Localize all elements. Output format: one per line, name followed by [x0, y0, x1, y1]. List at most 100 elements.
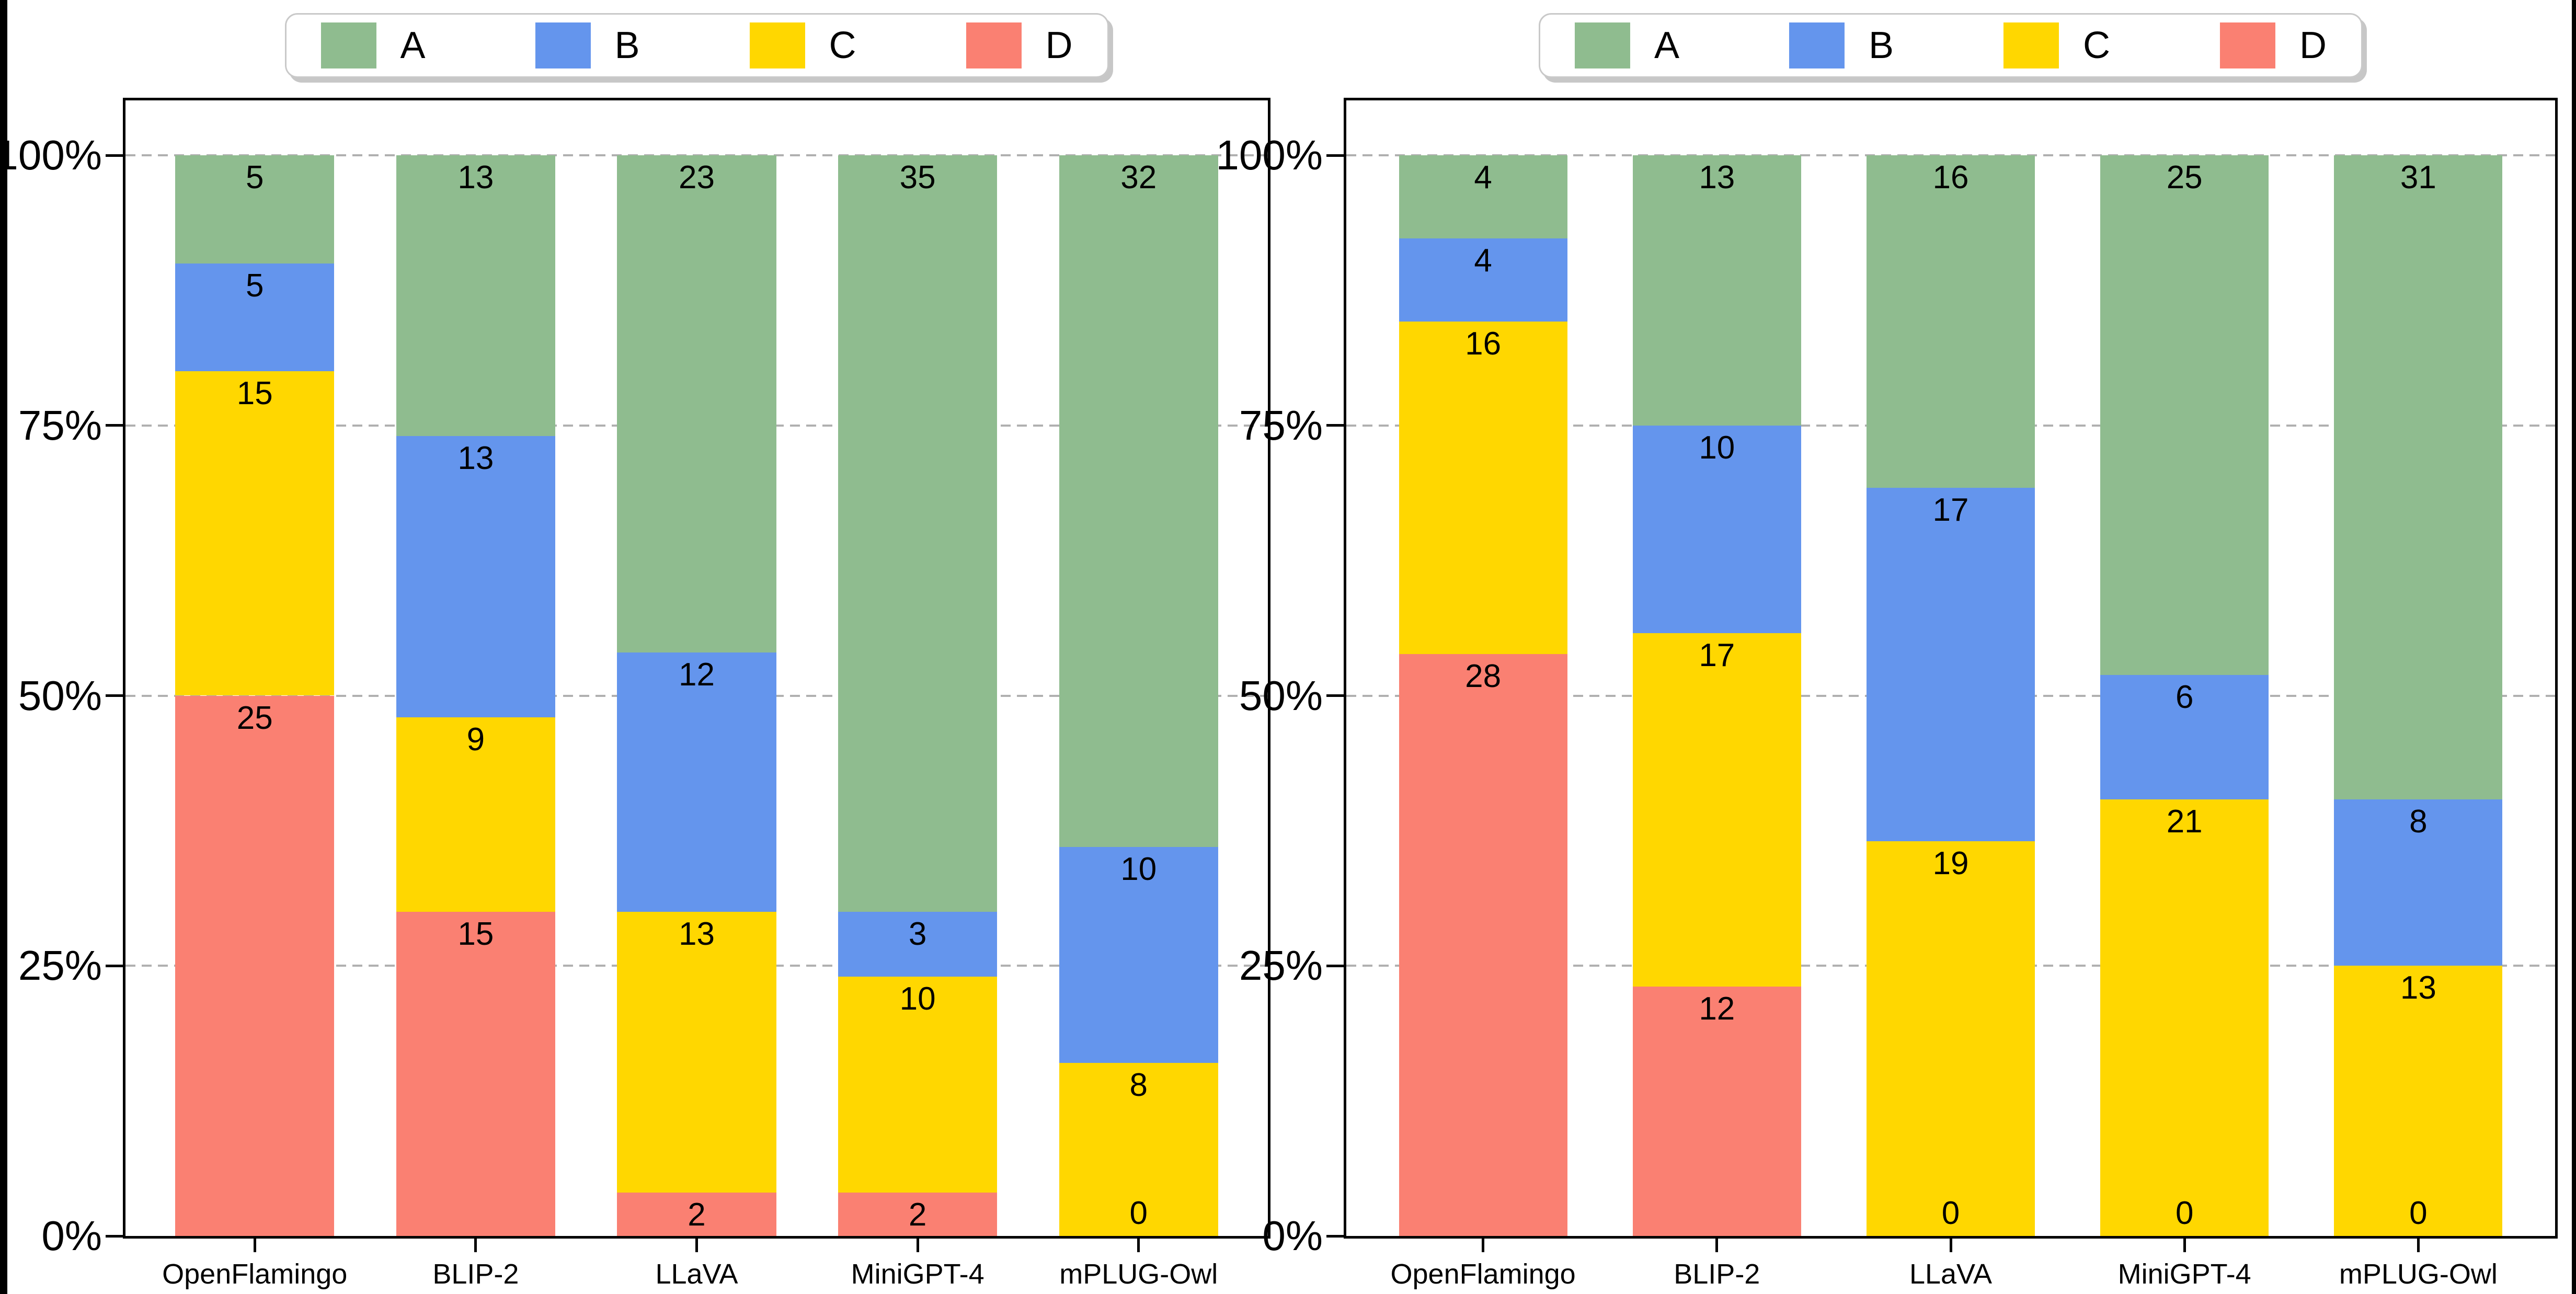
segment-value-label: 4: [1474, 243, 1492, 279]
bar-segment-d: [1399, 654, 1567, 1236]
y-tick-mark: [1326, 424, 1345, 427]
segment-value-label: 19: [1932, 845, 1969, 881]
x-tick-mark: [474, 1239, 477, 1252]
segment-value-label: 2: [688, 1197, 706, 1233]
segment-value-label: 13: [679, 915, 715, 952]
x-tick-label-llava: LLaVA: [1909, 1258, 1993, 1290]
segment-value-label: 13: [1699, 159, 1735, 196]
legend-item-d: D: [2220, 22, 2327, 68]
x-tick-label-mplug-owl: mPLUG-Owl: [1059, 1258, 1218, 1290]
bar-segment-a: [1399, 155, 1567, 238]
x-tick-label-minigpt-4: MiniGPT-4: [851, 1258, 984, 1290]
y-tick-mark: [106, 694, 124, 697]
bar-segment-c: [175, 371, 335, 696]
x-tick-label-minigpt-4: MiniGPT-4: [2117, 1258, 2251, 1290]
y-tick-mark: [106, 154, 124, 157]
y-tick-label: 25%: [18, 942, 102, 989]
segment-value-label: 0: [1941, 1195, 1960, 1231]
segment-value-label: 6: [2175, 679, 2194, 715]
y-tick-label: 25%: [1239, 942, 1323, 989]
segment-value-label: 13: [2400, 970, 2436, 1006]
bar-segment-a: [2334, 155, 2503, 800]
segment-value-label: 10: [899, 980, 936, 1017]
bar-segment-c: [2334, 966, 2503, 1236]
segment-value-label: 0: [1129, 1195, 1148, 1231]
bar-segment-d: [617, 1193, 776, 1236]
x-tick-mark: [2417, 1239, 2420, 1252]
bar-segment-b: [396, 436, 555, 717]
legend-item-c: C: [749, 22, 856, 68]
segment-value-label: 2: [908, 1197, 927, 1233]
y-tick-label: 50%: [1239, 672, 1323, 719]
legend-item-d: D: [966, 22, 1073, 68]
y-tick-mark: [1326, 694, 1345, 697]
y-tick-mark: [106, 964, 124, 967]
right-chart-axes: 0% 25% 50% 75% 100% OpenFlamingo 28 16 4 4 BLIP-2 1…: [1216, 98, 2558, 1290]
image-border-right: [2572, 0, 2576, 1294]
x-tick-mark: [695, 1239, 698, 1252]
y-tick-label: 0%: [1262, 1212, 1323, 1259]
bar-segment-b: [838, 911, 998, 977]
x-tick-mark: [916, 1239, 919, 1252]
segment-value-label: 8: [1129, 1067, 1148, 1104]
y-tick-mark: [1326, 1234, 1345, 1238]
bar-segment-b: [1632, 425, 1801, 634]
bar-segment-c: [2100, 799, 2269, 1236]
bar-segment-d: [838, 1193, 998, 1236]
segment-value-label: 3: [908, 915, 927, 952]
right-chart-legend: A B C D: [1538, 13, 2363, 78]
x-tick-label-openflamingo: OpenFlamingo: [162, 1258, 348, 1290]
bar-segment-a: [175, 155, 335, 264]
legend-label: D: [2299, 25, 2327, 66]
y-tick-label: 100%: [0, 132, 102, 178]
bar-segment-a: [838, 155, 998, 912]
legend-swatch-b: [1789, 22, 1845, 68]
y-tick-mark: [1326, 154, 1345, 157]
segment-value-label: 21: [2166, 804, 2203, 840]
x-tick-label-blip-2: BLIP-2: [1674, 1258, 1760, 1290]
segment-value-label: 10: [1699, 429, 1735, 466]
legend-swatch-a: [1574, 22, 1630, 68]
bar-segment-a: [2100, 155, 2269, 675]
bar-segment-a: [1867, 155, 2035, 488]
bar-segment-c: [396, 717, 555, 912]
y-tick-label: 75%: [18, 402, 102, 449]
segment-value-label: 17: [1932, 492, 1969, 528]
legend-label: C: [829, 25, 856, 66]
legend-item-a: A: [320, 22, 426, 68]
segment-value-label: 25: [2166, 159, 2203, 196]
bar-segment-b: [1867, 488, 2035, 841]
segment-value-label: 16: [1465, 326, 1502, 362]
bar-segment-b: [2334, 799, 2503, 966]
legend-item-a: A: [1574, 22, 1679, 68]
legend-swatch-d: [966, 22, 1022, 68]
bar-segment-c: [1632, 633, 1801, 987]
segment-value-label: 4: [1474, 159, 1492, 196]
segment-value-label: 12: [679, 656, 715, 693]
bar-segment-c: [1059, 1063, 1218, 1236]
left-chart-axes: 0% 25% 50% 75% 100% OpenFlamingo 25 15 5 5 BLIP-2 1…: [0, 98, 1270, 1290]
x-tick-mark: [1137, 1239, 1140, 1252]
x-tick-mark: [1715, 1239, 1719, 1252]
bar-segment-c: [1399, 322, 1567, 654]
left-chart-legend: A B C D: [284, 13, 1109, 78]
legend-label: B: [1869, 25, 1894, 66]
bar-segment-b: [617, 652, 776, 912]
segment-value-label: 23: [679, 159, 715, 196]
segment-value-label: 12: [1699, 991, 1735, 1027]
x-tick-label-blip-2: BLIP-2: [432, 1258, 519, 1290]
bar-segment-c: [617, 911, 776, 1193]
x-tick-label-openflamingo: OpenFlamingo: [1390, 1258, 1576, 1290]
segment-value-label: 35: [899, 159, 936, 196]
y-tick-mark: [106, 424, 124, 427]
legend-item-b: B: [1789, 22, 1894, 68]
bar-segment-a: [396, 155, 555, 437]
bar-segment-c: [1867, 841, 2035, 1236]
segment-value-label: 9: [466, 721, 485, 758]
legend-label: D: [1045, 25, 1073, 66]
segment-value-label: 28: [1465, 658, 1502, 694]
segment-value-label: 10: [1120, 851, 1157, 887]
legend-swatch-a: [320, 22, 376, 68]
bar-segment-b: [2100, 674, 2269, 800]
